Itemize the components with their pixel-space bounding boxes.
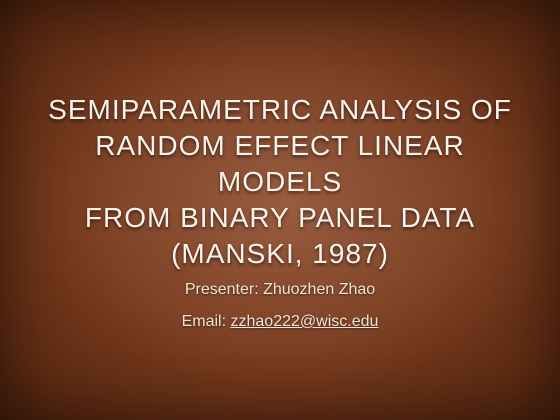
title-line-2: RANDOM EFFECT LINEAR MODELS [95,130,465,197]
title-line-1: SEMIPARAMETRIC ANALYSIS OF [48,94,512,125]
slide-title: SEMIPARAMETRIC ANALYSIS OF RANDOM EFFECT… [30,92,530,272]
presenter-line: Presenter: Zhuozhen Zhao [184,281,376,298]
title-line-4: (MANSKI, 1987) [171,238,389,269]
email-line: Email: zzhao222@wisc.edu [0,313,560,331]
email-label: Email: [181,313,231,330]
email-link[interactable]: zzhao222@wisc.edu [230,313,379,330]
title-line-3: FROM BINARY PANEL DATA [84,202,476,233]
